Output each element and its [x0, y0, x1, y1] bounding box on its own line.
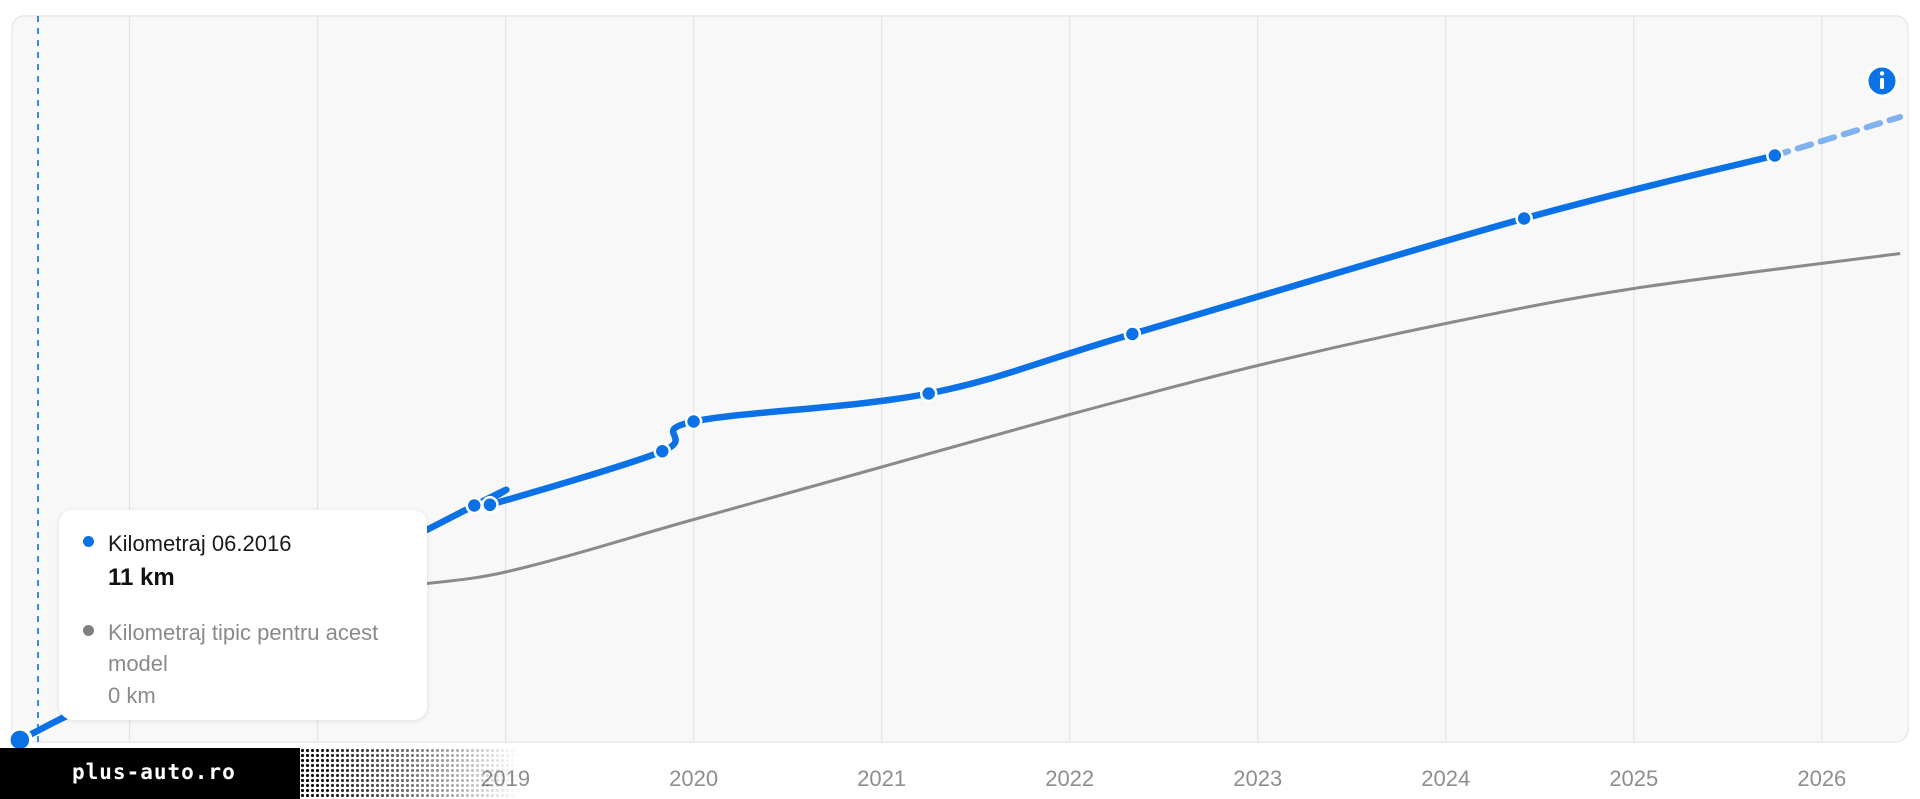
data-point[interactable] [1123, 325, 1142, 343]
data-point[interactable] [1515, 209, 1533, 228]
data-point[interactable] [653, 442, 672, 460]
x-tick-2021: 2021 [857, 766, 906, 791]
brand-logo-text: plus-auto.ro [72, 760, 236, 784]
info-icon[interactable] [1865, 64, 1899, 98]
series2-legend-dot [83, 625, 94, 636]
chart-tooltip: Kilometraj 06.2016 11 km Kilometraj tipi… [59, 510, 427, 720]
data-point[interactable] [684, 412, 703, 431]
x-tick-2020: 2020 [669, 766, 718, 791]
data-point[interactable] [465, 496, 483, 515]
tooltip-series1-value: 11 km [108, 564, 175, 591]
series-projection-kilometraj [1771, 114, 1904, 159]
x-tick-2023: 2023 [1233, 766, 1282, 791]
tooltip-series1-label: Kilometraj 06.2016 [108, 531, 292, 556]
tooltip-series2: Kilometraj tipic pentru acest model 0 km [83, 617, 403, 713]
brand-watermark: plus-auto.ro [0, 748, 520, 799]
plot-background [11, 15, 1909, 743]
data-point[interactable] [481, 496, 499, 514]
tooltip-series2-value: 0 km [108, 683, 156, 708]
data-point[interactable] [1766, 146, 1784, 165]
series1-legend-dot [83, 536, 94, 547]
tooltip-series2-label: Kilometraj tipic pentru acest model [108, 620, 379, 676]
grid-lines [128, 16, 1823, 742]
data-point[interactable] [919, 384, 938, 403]
tooltip-series1: Kilometraj 06.2016 11 km [83, 528, 403, 595]
x-tick-2026: 2026 [1797, 766, 1846, 791]
x-axis-ticks: 20192020202120222023202420252026 [481, 766, 1846, 791]
x-tick-2022: 2022 [1045, 766, 1094, 791]
data-points [7, 146, 1784, 753]
x-tick-2025: 2025 [1609, 766, 1658, 791]
x-tick-2024: 2024 [1421, 766, 1470, 791]
